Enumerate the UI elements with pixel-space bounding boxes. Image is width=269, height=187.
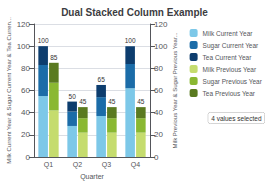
svg-text:Quarter: Quarter: [80, 173, 104, 181]
svg-text:120: 120: [154, 20, 168, 29]
svg-text:Milk Previous Year: Milk Previous Year: [203, 66, 257, 73]
svg-text:20: 20: [21, 130, 30, 139]
svg-text:Tea Previous Year: Tea Previous Year: [203, 90, 256, 97]
svg-text:100: 100: [38, 37, 49, 44]
svg-text:Milk Current Year: Milk Current Year: [203, 30, 254, 37]
svg-text:45: 45: [79, 98, 87, 105]
svg-text:Q4: Q4: [131, 161, 140, 169]
svg-text:Sugar Previous Year: Sugar Previous Year: [203, 78, 263, 86]
svg-text:Tea Current Year: Tea Current Year: [203, 54, 253, 61]
svg-text:80: 80: [154, 64, 163, 73]
svg-text:45: 45: [108, 98, 116, 105]
svg-text:20: 20: [154, 130, 163, 139]
svg-text:40: 40: [21, 108, 30, 117]
svg-text:Dual Stacked Column Example: Dual Stacked Column Example: [61, 7, 208, 18]
svg-text:Q3: Q3: [102, 161, 111, 169]
svg-text:45: 45: [137, 98, 145, 105]
svg-text:Milk Current Year & Sugar Curr: Milk Current Year & Sugar Current Year &…: [6, 17, 12, 164]
svg-text:40: 40: [154, 108, 163, 117]
svg-text:Sugar Current Year: Sugar Current Year: [203, 42, 259, 50]
svg-text:60: 60: [154, 86, 163, 95]
svg-text:120: 120: [17, 20, 31, 29]
svg-text:100: 100: [125, 37, 136, 44]
svg-text:100: 100: [154, 42, 168, 51]
svg-text:4 values selected: 4 values selected: [211, 115, 262, 122]
svg-text:100: 100: [17, 42, 31, 51]
svg-text:Q1: Q1: [44, 161, 53, 169]
svg-text:50: 50: [69, 93, 77, 100]
svg-text:0: 0: [154, 153, 159, 162]
svg-text:65: 65: [98, 76, 106, 83]
svg-text:0: 0: [26, 153, 31, 162]
svg-text:60: 60: [21, 86, 30, 95]
svg-text:Q2: Q2: [73, 161, 82, 169]
svg-text:Milk Previous Year & Sugar Pre: Milk Previous Year & Sugar Previous Year…: [172, 32, 178, 148]
svg-text:80: 80: [21, 64, 30, 73]
svg-text:85: 85: [50, 54, 58, 61]
